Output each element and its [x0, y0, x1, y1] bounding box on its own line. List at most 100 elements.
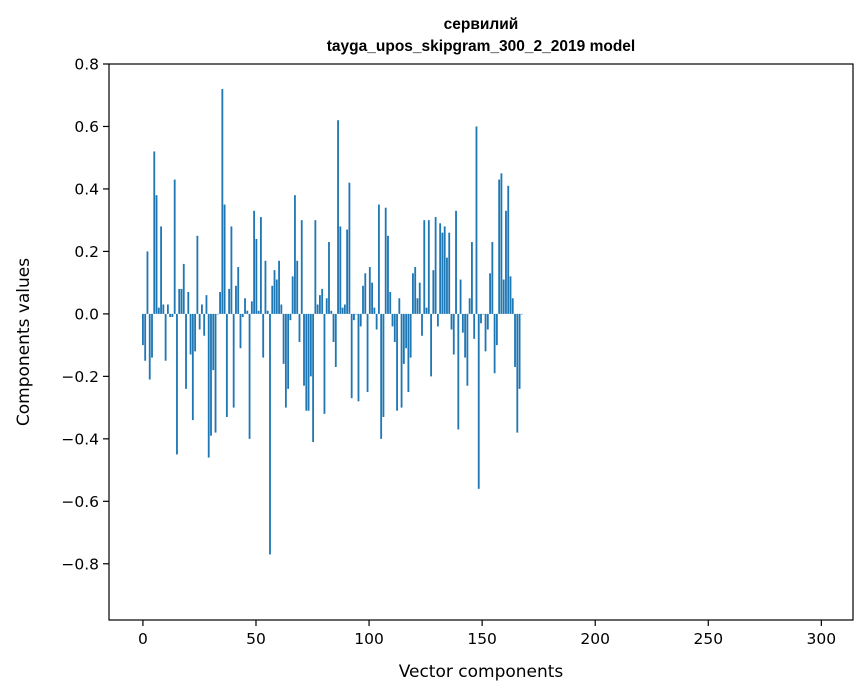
bar	[271, 285, 274, 314]
bar	[396, 313, 398, 411]
bar	[178, 288, 181, 314]
bar	[239, 313, 242, 349]
bar	[446, 257, 448, 314]
bar	[375, 313, 378, 330]
x-tick-label: 50	[246, 630, 266, 648]
bar	[198, 313, 201, 330]
bar	[353, 313, 355, 321]
bar	[518, 313, 521, 389]
bar	[509, 276, 512, 314]
bar	[235, 285, 237, 314]
bar	[162, 304, 165, 314]
bar	[241, 313, 244, 318]
bar	[191, 313, 194, 421]
bar	[350, 313, 353, 399]
bar	[201, 304, 203, 314]
x-axis: 0 50 100 150 200 250 300	[138, 620, 836, 648]
bar	[330, 310, 333, 314]
bar	[309, 313, 312, 377]
y-axis-label: Components values	[14, 258, 34, 426]
bar	[314, 220, 317, 314]
bar	[500, 173, 503, 314]
bar	[196, 235, 199, 314]
bar	[505, 210, 507, 314]
bar	[321, 288, 324, 314]
bar	[160, 226, 162, 314]
bar	[407, 313, 410, 392]
bar	[355, 313, 358, 315]
bar	[425, 307, 428, 314]
bar	[248, 313, 251, 439]
bar	[312, 313, 315, 442]
x-tick-label: 250	[693, 630, 723, 648]
bar	[332, 313, 335, 342]
bar	[289, 313, 292, 321]
bar	[402, 313, 405, 364]
bar	[502, 279, 505, 314]
bar	[516, 313, 519, 433]
bar	[148, 313, 151, 380]
bar	[155, 195, 158, 314]
y-tick-label: −0.2	[61, 368, 99, 386]
bar	[436, 313, 439, 327]
bar	[262, 313, 265, 358]
bar	[176, 313, 178, 455]
bar	[412, 273, 414, 314]
bar	[430, 313, 432, 377]
bar	[157, 307, 160, 314]
bar	[225, 313, 228, 417]
y-tick-label: 0.6	[74, 118, 99, 136]
bar	[414, 267, 417, 314]
bar	[382, 313, 385, 417]
x-tick-label: 200	[580, 630, 610, 648]
bar	[216, 313, 219, 315]
bar	[323, 313, 326, 414]
bar	[300, 220, 303, 314]
y-tick-label: −0.6	[61, 493, 99, 511]
bar-series	[142, 88, 523, 555]
x-tick-label: 0	[138, 630, 148, 648]
bar	[205, 295, 208, 314]
bar	[346, 229, 349, 314]
bar	[169, 313, 172, 318]
bar	[278, 260, 280, 314]
bar	[275, 279, 278, 314]
y-tick-label: 0.4	[74, 180, 99, 198]
x-tick-label: 300	[807, 630, 837, 648]
bar	[398, 298, 401, 314]
bar	[223, 204, 226, 314]
bar	[334, 313, 337, 367]
bar	[341, 307, 344, 314]
y-axis: −0.8 −0.6 −0.4 −0.2 0.0 0.2 0.4 0.6 0.8	[61, 56, 109, 573]
bar	[257, 310, 260, 314]
bar	[337, 120, 339, 314]
bar	[273, 270, 276, 314]
bar	[427, 220, 430, 314]
bar	[409, 313, 412, 358]
bar	[142, 313, 144, 346]
bar	[357, 313, 360, 402]
bar	[303, 313, 305, 386]
bar	[473, 313, 476, 339]
bar	[452, 313, 455, 355]
bar	[391, 313, 394, 327]
bar	[480, 313, 482, 324]
bar	[294, 195, 296, 314]
bar	[280, 304, 283, 314]
bar	[298, 313, 301, 342]
bar	[459, 279, 462, 314]
bar	[266, 310, 269, 314]
bar	[269, 313, 271, 555]
bar	[371, 282, 373, 314]
bar	[194, 313, 197, 352]
bar	[362, 285, 364, 314]
bar	[393, 313, 396, 342]
bar	[244, 298, 246, 314]
bar	[423, 220, 426, 314]
bar	[405, 313, 408, 349]
bar	[434, 217, 437, 314]
bar	[296, 260, 299, 314]
y-tick-label: 0.0	[74, 305, 99, 323]
bar	[250, 301, 253, 314]
bar	[328, 242, 330, 314]
